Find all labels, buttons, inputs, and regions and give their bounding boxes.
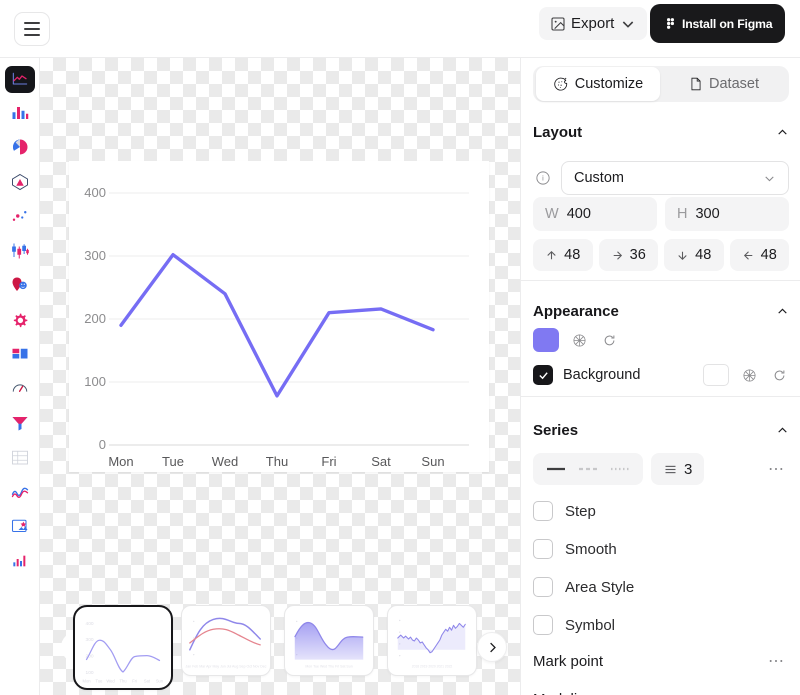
svg-text:Wed: Wed xyxy=(106,679,115,684)
svg-text:Mon: Mon xyxy=(83,679,92,684)
svg-text:Sun: Sun xyxy=(156,679,164,684)
svg-text:Fri: Fri xyxy=(132,679,137,684)
svg-text:Tue: Tue xyxy=(162,454,184,469)
svg-text:0: 0 xyxy=(99,437,106,452)
svg-text:Sat: Sat xyxy=(371,454,391,469)
svg-text:200: 200 xyxy=(84,311,106,326)
svg-text:300: 300 xyxy=(86,637,94,643)
svg-text:Sun: Sun xyxy=(421,454,444,469)
svg-text:Mon: Mon xyxy=(108,454,133,469)
svg-text:Thu: Thu xyxy=(266,454,288,469)
svg-text:Wed: Wed xyxy=(212,454,239,469)
svg-text:Tue: Tue xyxy=(96,679,104,684)
svg-text:100: 100 xyxy=(84,374,106,389)
svg-text:300: 300 xyxy=(84,248,106,263)
svg-text:100: 100 xyxy=(86,670,94,676)
svg-text:Thu: Thu xyxy=(119,679,127,684)
svg-text:400: 400 xyxy=(86,621,94,627)
svg-text:400: 400 xyxy=(84,185,106,200)
svg-text:Jan Feb Mar Apr May Jun Jul Au: Jan Feb Mar Apr May Jun Jul Aug Sep Oct … xyxy=(186,664,267,668)
svg-text:Fri: Fri xyxy=(321,454,336,469)
svg-text:Mon Tue Wed Thu Fri Sat: Mon Tue Wed Thu Fri Sat Sun xyxy=(305,664,352,668)
svg-text:i: i xyxy=(542,174,544,183)
svg-text:Sat: Sat xyxy=(144,679,151,684)
svg-text:2018 2019 2020 2021 2022: 2018 2019 2020 2021 2022 xyxy=(412,664,453,668)
